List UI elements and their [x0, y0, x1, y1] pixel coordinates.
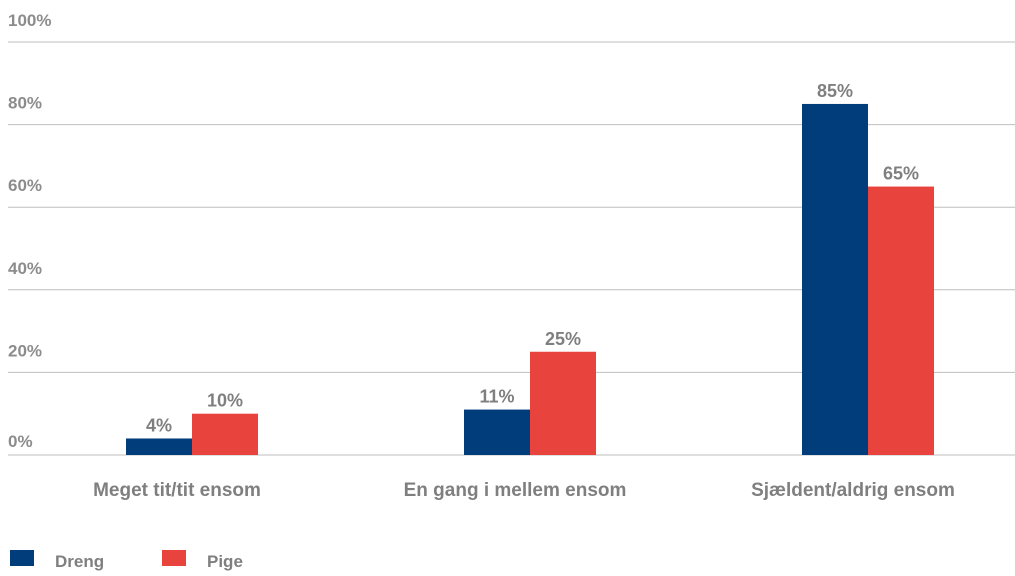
x-axis-categories: Meget tit/tit ensom En gang i mellem enso…	[93, 480, 955, 501]
bar-pige	[530, 351, 596, 455]
x-category-label: Sjældent/aldrig ensom	[751, 480, 955, 501]
y-tick-label: 40%	[8, 259, 42, 278]
y-tick-label: 0%	[8, 432, 33, 451]
data-label: 10%	[207, 391, 243, 411]
data-labels: 4% 11% 85% 10% 25% 65%	[146, 81, 919, 436]
data-label: 85%	[817, 81, 853, 101]
data-label: 4%	[146, 415, 172, 435]
data-label: 11%	[479, 387, 514, 407]
y-tick-label: 20%	[8, 341, 42, 360]
bar-pige	[192, 413, 258, 455]
legend-label: Pige	[207, 552, 243, 571]
bar-dreng	[802, 103, 868, 455]
x-category-label: En gang i mellem ensom	[404, 480, 627, 501]
legend-swatch	[10, 550, 34, 566]
bars	[126, 103, 934, 456]
bar-dreng	[126, 438, 192, 455]
y-axis-ticks: 0% 20% 40% 60% 80% 100%	[8, 11, 51, 451]
legend-item-pige: Pige	[162, 550, 243, 571]
bar-pige	[868, 186, 934, 456]
y-tick-label: 60%	[8, 176, 42, 195]
y-tick-label: 80%	[8, 94, 42, 113]
y-tick-label: 100%	[8, 11, 51, 30]
legend-label: Dreng	[55, 552, 104, 571]
x-category-label: Meget tit/tit ensom	[93, 480, 261, 501]
legend-item-dreng: Dreng	[10, 550, 104, 571]
legend-swatch	[162, 550, 186, 566]
bar-dreng	[464, 409, 530, 455]
legend: Dreng Pige	[10, 550, 243, 571]
data-label: 25%	[545, 329, 581, 349]
data-label: 65%	[883, 164, 919, 184]
